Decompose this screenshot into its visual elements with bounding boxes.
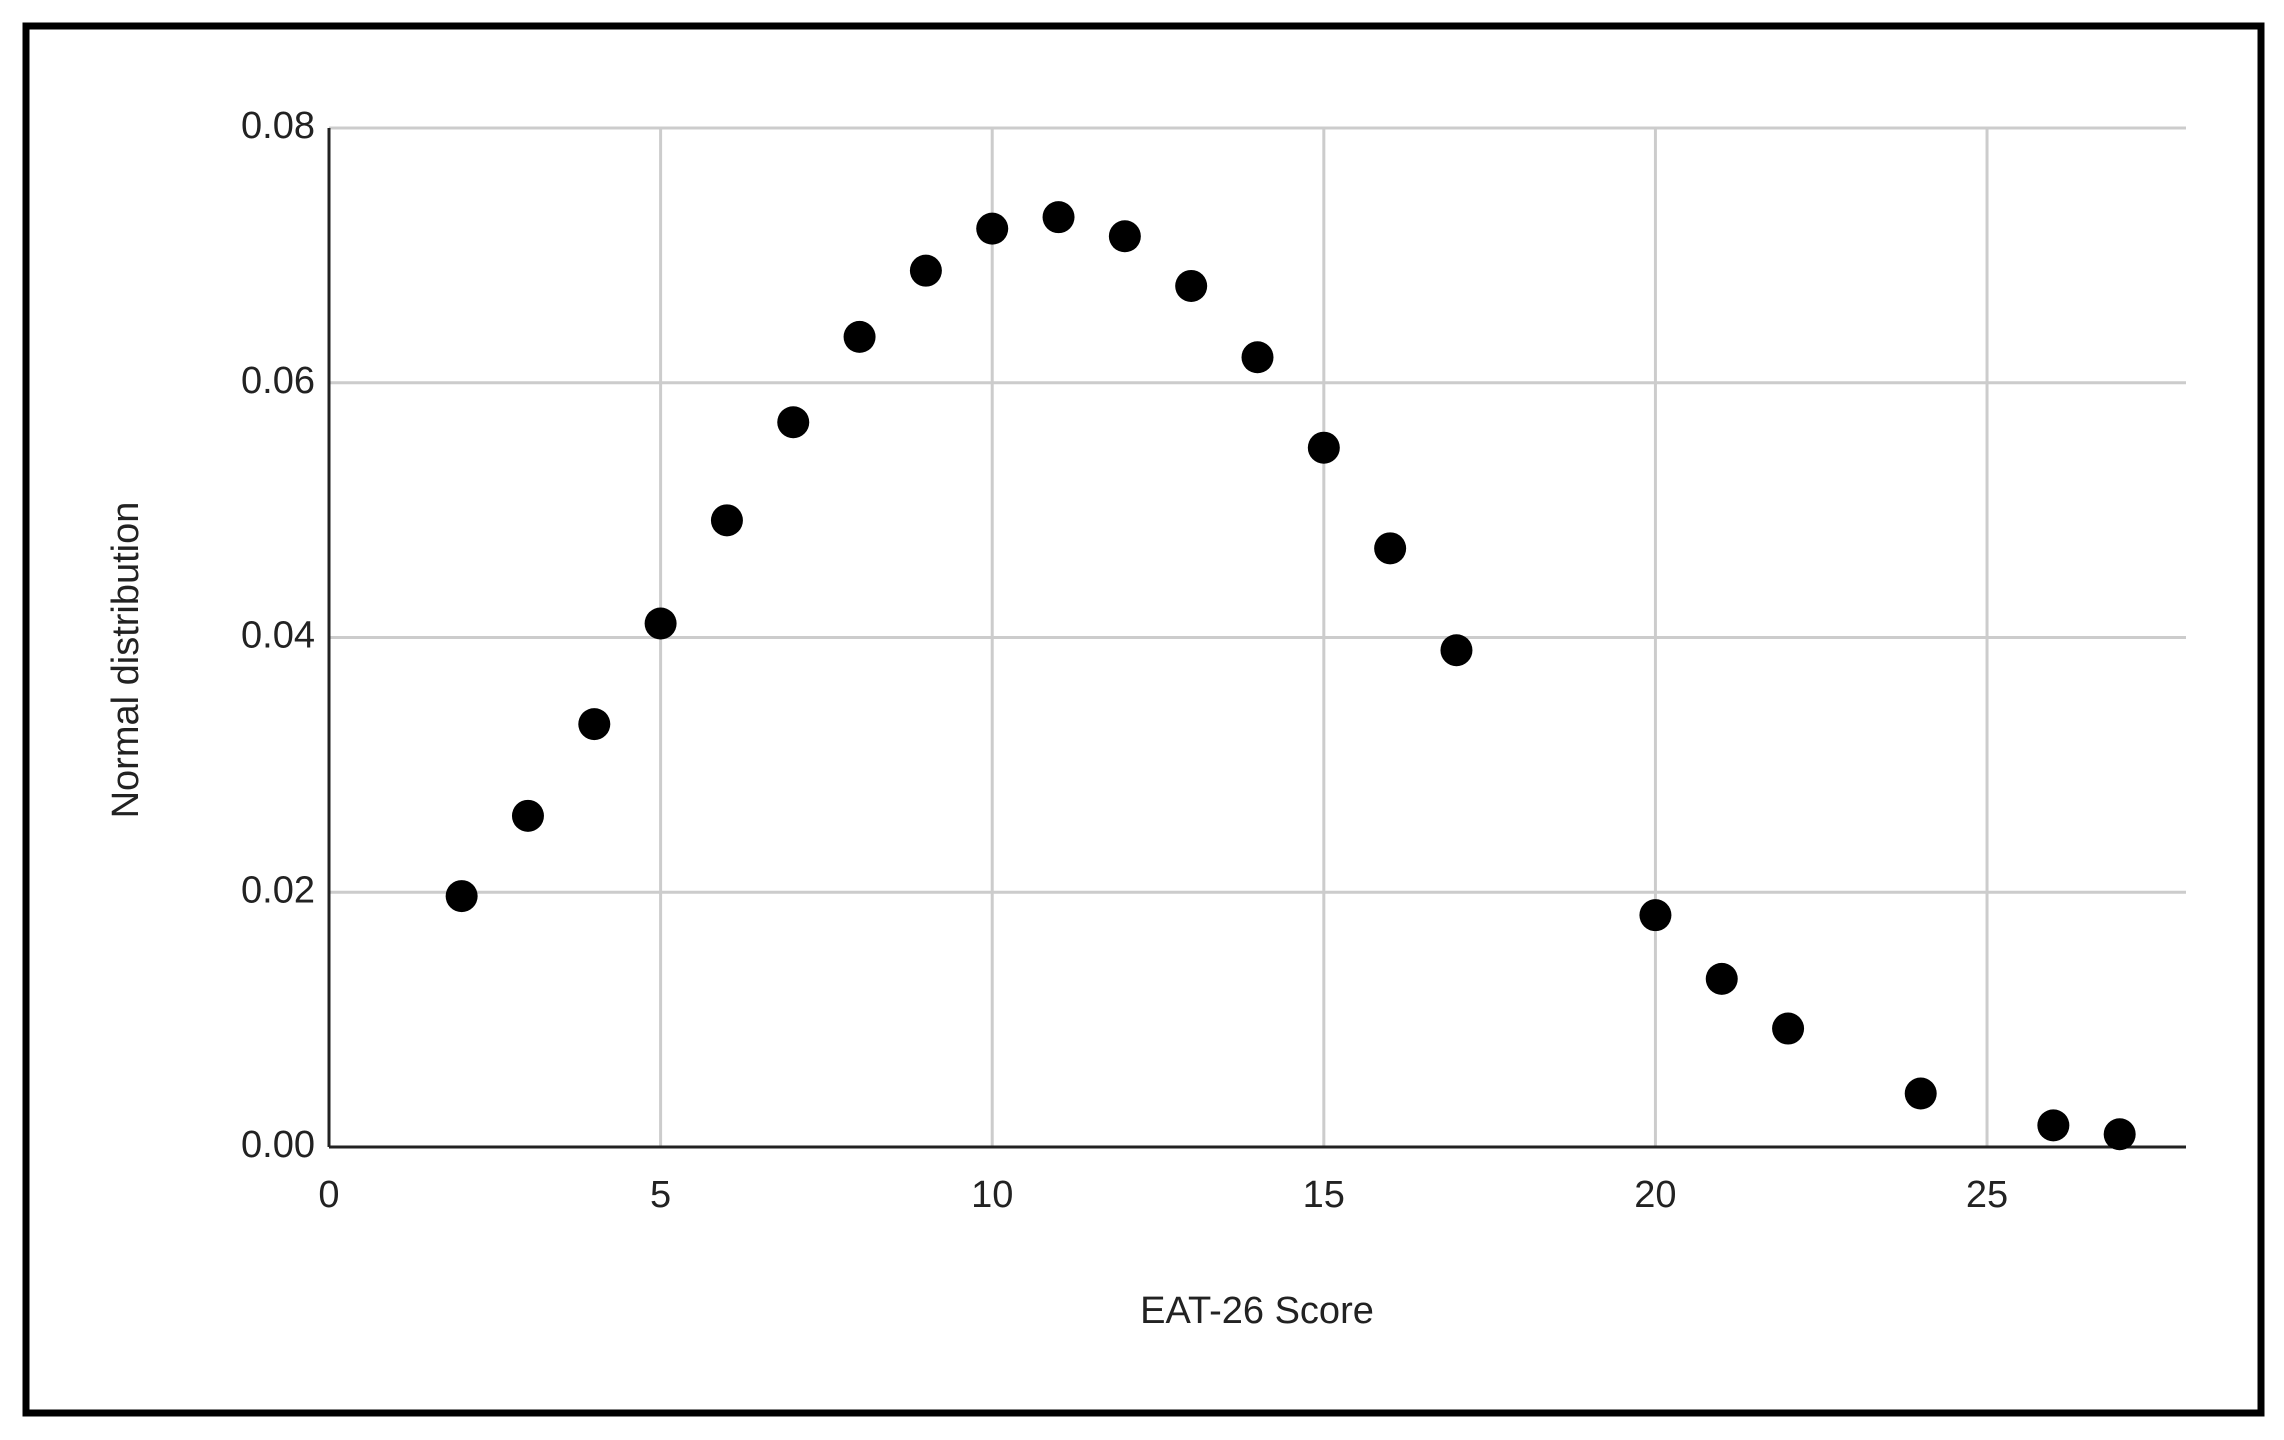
point <box>976 212 1009 245</box>
x-tick-label: 25 <box>1966 1174 2008 1216</box>
point <box>1904 1077 1937 1110</box>
frame <box>22 22 2265 1417</box>
point <box>1639 899 1672 932</box>
point <box>777 406 810 439</box>
point <box>710 504 743 537</box>
point <box>1175 269 1208 302</box>
point <box>909 254 942 287</box>
x-tick-label: 10 <box>971 1174 1013 1216</box>
y-axis-label: Normal distribution <box>105 502 147 819</box>
point <box>1374 532 1407 565</box>
point <box>1241 341 1274 374</box>
point <box>843 320 876 353</box>
point <box>511 799 544 832</box>
x-axis-label: EAT-26 Score <box>1140 1290 1374 1332</box>
x-tick-label: 15 <box>1303 1174 1345 1216</box>
point <box>1108 220 1141 253</box>
x-tick-label: 20 <box>1634 1174 1676 1216</box>
x-tick-label: 5 <box>650 1174 671 1216</box>
point <box>578 708 611 741</box>
point <box>644 607 677 640</box>
y-tick-label: 0.06 <box>241 360 315 402</box>
y-tick-label: 0.02 <box>241 869 315 911</box>
point <box>2103 1118 2136 1151</box>
y-tick-label: 0.04 <box>241 615 315 657</box>
point <box>1772 1012 1805 1045</box>
point <box>1042 201 1075 234</box>
y-tick-label: 0.08 <box>241 105 315 147</box>
point <box>445 880 478 913</box>
point <box>1307 431 1340 464</box>
point <box>2037 1109 2070 1142</box>
y-tick-label: 0.00 <box>241 1124 315 1166</box>
point <box>1440 634 1473 667</box>
point <box>1705 962 1738 995</box>
x-tick-label: 0 <box>318 1174 339 1216</box>
